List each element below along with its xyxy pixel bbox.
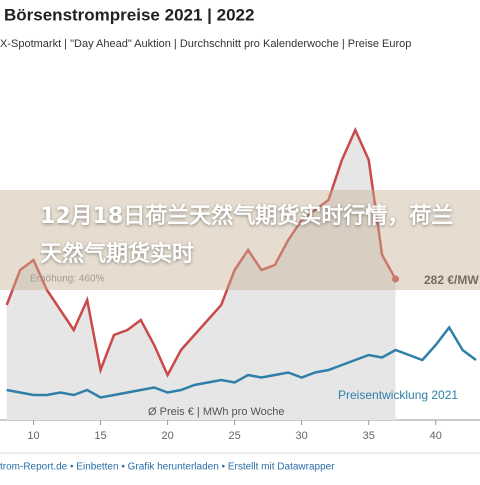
series-label: Preisentwicklung 2021 <box>338 388 458 402</box>
end-label: 282 €/MW <box>424 273 479 287</box>
end-point <box>392 275 400 283</box>
line <box>6 325 477 399</box>
line <box>5 126 397 378</box>
annotation: Erhöhung: 460% <box>30 274 105 285</box>
area <box>6 130 396 420</box>
chart-title: Börsenstrompreise 2021 | 2022 <box>4 5 254 24</box>
x-tick-label: 15 <box>94 430 106 442</box>
overlay: 12月18日荷兰天然气期货实时行情，荷兰天然气期货实时 <box>40 204 454 267</box>
y-axis-label: Ø Preis € | MWh pro Woche <box>148 406 285 418</box>
x-tick-label: 35 <box>363 430 375 442</box>
overlay-band <box>0 190 480 290</box>
overlay-title: 12月18日荷兰天然气期货实时行情，荷兰天然气期货实时 <box>40 204 454 267</box>
x-tick-label: 20 <box>161 430 173 442</box>
x-tick-label: 10 <box>27 430 39 442</box>
x-tick-label: 40 <box>430 430 442 442</box>
chart-subtitle: X-Spotmarkt | "Day Ahead" Auktion | Durc… <box>0 38 411 50</box>
x-tick-label: 25 <box>229 430 241 442</box>
x-tick-label: 30 <box>296 430 308 442</box>
footer: trom-Report.de • Einbetten • Grafik heru… <box>0 462 335 473</box>
